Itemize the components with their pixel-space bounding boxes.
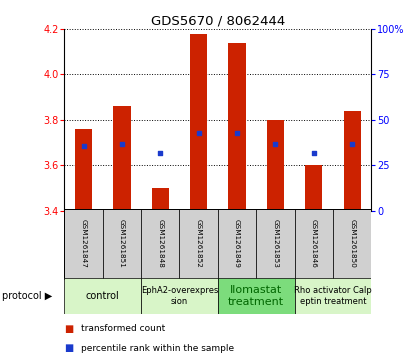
Text: GSM1261848: GSM1261848 <box>157 219 163 268</box>
Text: GSM1261853: GSM1261853 <box>273 219 278 268</box>
Text: Rho activator Calp
eptin treatment: Rho activator Calp eptin treatment <box>294 286 372 306</box>
Bar <box>180 209 218 280</box>
Bar <box>141 278 218 314</box>
Point <box>234 130 240 136</box>
Text: percentile rank within the sample: percentile rank within the sample <box>81 344 234 353</box>
Text: GSM1261852: GSM1261852 <box>196 219 202 268</box>
Point <box>310 150 317 156</box>
Point <box>157 150 164 156</box>
Bar <box>103 209 141 280</box>
Text: ■: ■ <box>64 323 73 334</box>
Text: GSM1261850: GSM1261850 <box>349 219 355 268</box>
Text: transformed count: transformed count <box>81 324 165 333</box>
Text: GSM1261851: GSM1261851 <box>119 219 125 268</box>
Text: protocol ▶: protocol ▶ <box>2 291 52 301</box>
Bar <box>113 106 131 211</box>
Bar <box>64 278 141 314</box>
Bar <box>333 209 371 280</box>
Bar <box>218 209 256 280</box>
Text: EphA2-overexpres
sion: EphA2-overexpres sion <box>141 286 218 306</box>
Point <box>119 141 125 147</box>
Bar <box>228 43 246 211</box>
Point <box>272 141 279 147</box>
Text: control: control <box>86 291 120 301</box>
Text: GSM1261847: GSM1261847 <box>81 219 86 268</box>
Point <box>349 141 356 147</box>
Bar <box>64 209 103 280</box>
Bar <box>344 111 361 211</box>
Text: GSM1261846: GSM1261846 <box>311 219 317 268</box>
Bar <box>267 120 284 211</box>
Bar <box>305 165 322 211</box>
Bar <box>141 209 180 280</box>
Bar <box>190 34 208 211</box>
Bar <box>218 278 295 314</box>
Bar <box>295 278 371 314</box>
Text: GSM1261849: GSM1261849 <box>234 219 240 268</box>
Bar <box>295 209 333 280</box>
Point <box>195 130 202 136</box>
Bar <box>75 129 92 211</box>
Text: Ilomastat
treatment: Ilomastat treatment <box>228 285 284 307</box>
Text: ■: ■ <box>64 343 73 354</box>
Point <box>80 143 87 149</box>
Bar <box>151 188 169 211</box>
Bar <box>256 209 295 280</box>
Title: GDS5670 / 8062444: GDS5670 / 8062444 <box>151 15 285 28</box>
